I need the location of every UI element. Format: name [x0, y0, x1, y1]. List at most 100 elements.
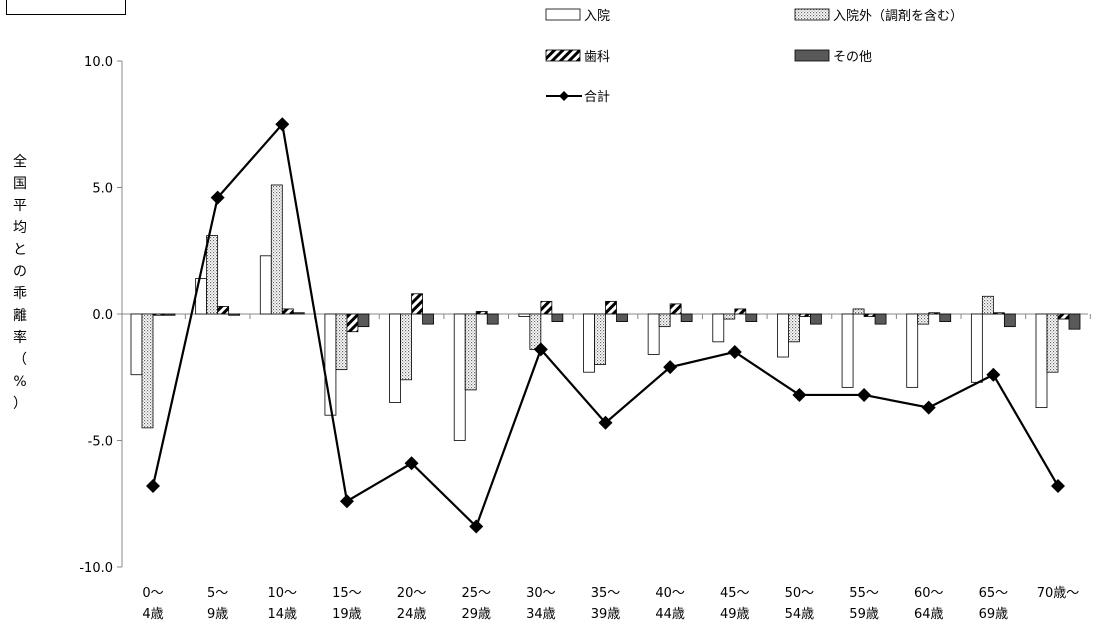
bar-dots: [981, 295, 994, 315]
x-tick-label: 10〜: [268, 586, 298, 601]
bar-solid: [422, 313, 434, 325]
total-point: [210, 190, 225, 205]
bar-hatch: [411, 293, 423, 315]
x-tick-label: 15〜: [332, 586, 362, 601]
x-tick-label: 60〜: [914, 586, 944, 601]
legend-label: 入院外（調剤を含む）: [833, 8, 963, 24]
x-tick-label: 70歳〜: [1037, 586, 1080, 601]
y-axis-title-char: 離: [13, 307, 27, 324]
bar-solid: [810, 313, 822, 325]
total-point: [663, 360, 678, 375]
figure-number-box: [6, 0, 126, 15]
legend-swatch-dots: [794, 8, 830, 21]
x-tick-label: 55〜: [849, 586, 879, 601]
x-tick-label: 5〜: [207, 586, 228, 601]
total-point: [727, 344, 742, 359]
total-point: [339, 494, 354, 509]
y-axis-title-char: 率: [13, 329, 27, 346]
bar-hatch: [863, 313, 876, 317]
x-tick-label: 25〜: [461, 586, 491, 601]
bar-solid: [939, 313, 952, 322]
y-axis-title-char: 乖: [13, 286, 27, 302]
y-tick-label: 5.0: [92, 182, 113, 197]
bar-dots: [917, 313, 930, 325]
bar-solid: [680, 313, 693, 322]
x-tick-label: 19歳: [332, 607, 362, 622]
y-axis-title-char: 均: [13, 220, 27, 236]
bar-hatch: [1057, 313, 1070, 320]
x-tick-label: 44歳: [655, 607, 685, 622]
x-tick-label: 54歳: [785, 607, 815, 622]
bar-dots: [1046, 313, 1059, 373]
y-tick-label: -5.0: [88, 435, 113, 450]
legend-swatch-white: [545, 8, 581, 21]
y-axis-title-char: と: [13, 242, 27, 258]
bar-dots: [400, 313, 412, 381]
total-point: [986, 367, 1001, 382]
bar-dots: [658, 313, 671, 328]
bars: [130, 184, 1081, 441]
bar-dots: [788, 313, 800, 343]
x-tick-label: 69歳: [979, 607, 1009, 622]
legend-label: その他: [833, 50, 872, 65]
bar-hatch: [799, 313, 811, 317]
total-point: [598, 415, 613, 430]
bar-white: [1035, 313, 1048, 409]
bar-hatch: [669, 303, 682, 315]
x-tick-label: 34歳: [526, 607, 556, 622]
bar-solid: [1068, 313, 1081, 330]
x-tick-label: 40〜: [655, 586, 685, 601]
bar-dots: [723, 313, 736, 320]
total-point: [921, 400, 936, 415]
bar-solid: [745, 313, 758, 322]
y-axis-title-char: 全: [13, 153, 27, 170]
bar-hatch: [217, 306, 230, 315]
y-tick-label: 0.0: [92, 308, 113, 323]
legend-swatch-hatch: [545, 49, 581, 62]
bar-solid: [1003, 313, 1016, 328]
bar-white: [906, 313, 919, 388]
bar-dots: [464, 313, 477, 391]
bar-solid: [551, 313, 564, 322]
bar-white: [647, 313, 660, 355]
bar-solid: [486, 313, 499, 325]
x-tick-label: 49歳: [720, 607, 750, 622]
bar-hatch: [992, 312, 1005, 315]
bar-dots: [141, 313, 154, 429]
x-tick-label: 39歳: [591, 607, 621, 622]
x-tick-label: 50〜: [785, 586, 815, 601]
bar-dots: [594, 313, 606, 365]
total-point: [792, 387, 807, 402]
x-tick-label: 59歳: [849, 607, 879, 622]
y-axis-title-char: 平: [13, 198, 27, 214]
y-tick-label: 10.0: [84, 55, 113, 70]
total-line: [146, 117, 1065, 534]
x-tick-label: 4歳: [142, 607, 163, 622]
x-tick-label: 24歳: [397, 607, 427, 622]
bar-white: [453, 313, 466, 441]
total-point: [533, 342, 548, 357]
total-point: [404, 456, 419, 471]
bar-dots: [206, 235, 219, 315]
bar-solid: [228, 313, 241, 316]
tick-labels: 10.0 5.0 0.0 -5.0 -10.0 0〜 4歳 5〜 9歳 10〜 14歳 15〜 19歳 2…: [79, 55, 1079, 622]
bar-white: [777, 313, 789, 358]
bar-white: [259, 255, 272, 315]
legend-diamond-marker: [559, 91, 569, 101]
bar-white: [970, 313, 983, 383]
bar-hatch: [475, 311, 488, 315]
total-point: [275, 117, 290, 132]
y-axis-title-char: 国: [13, 176, 27, 192]
bar-dots: [335, 313, 348, 371]
y-tick-label: -10.0: [79, 561, 113, 576]
bar-hatch: [540, 300, 553, 315]
total-point: [146, 479, 160, 494]
bar-solid: [357, 313, 370, 328]
x-tick-label: 9歳: [207, 607, 228, 622]
bar-white: [583, 313, 595, 373]
x-tick-label: 20〜: [397, 586, 427, 601]
total-point: [1051, 479, 1065, 494]
